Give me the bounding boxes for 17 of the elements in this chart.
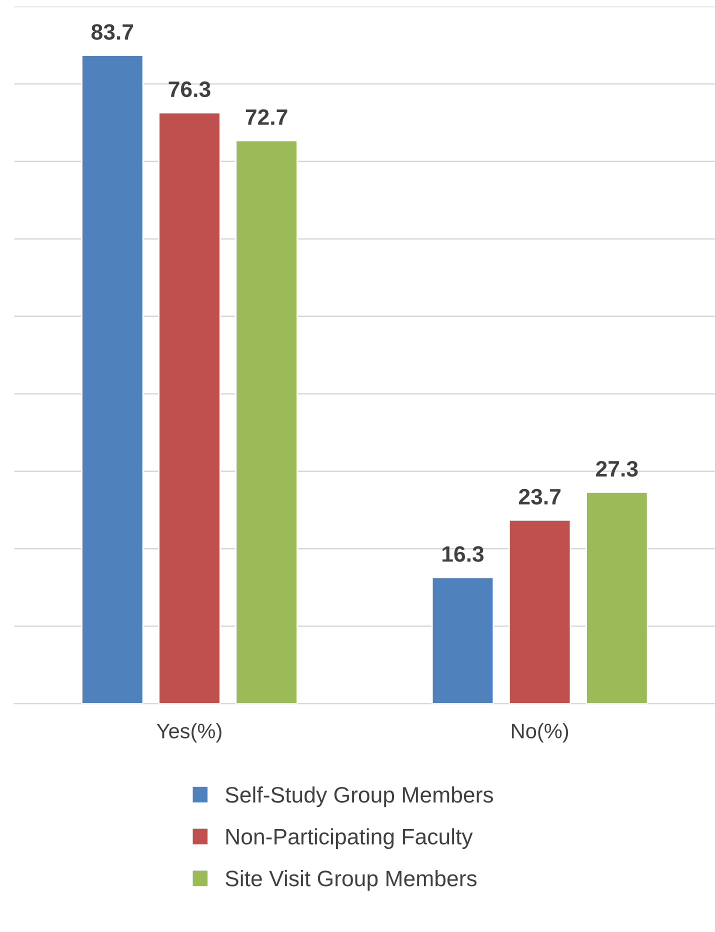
legend-label: Self-Study Group Members: [226, 786, 494, 808]
x-tick-label: No(%): [512, 723, 568, 743]
bar: [431, 576, 494, 704]
legend-label: Site Visit Group Members: [226, 870, 477, 891]
data-label: 23.7: [518, 488, 560, 505]
data-label: 16.3: [442, 546, 484, 562]
x-tick-label: Yes(%): [156, 723, 222, 743]
bar: [586, 492, 648, 704]
data-label: 72.7: [246, 109, 288, 125]
bar: [508, 519, 572, 704]
bar: [158, 112, 221, 704]
data-label: 76.3: [168, 81, 210, 98]
data-label: 27.3: [596, 460, 638, 477]
data-label: 83.7: [91, 24, 134, 40]
bar: [235, 140, 298, 704]
bar: [81, 54, 144, 704]
legend-label: Non-Participating Faculty: [226, 828, 473, 849]
